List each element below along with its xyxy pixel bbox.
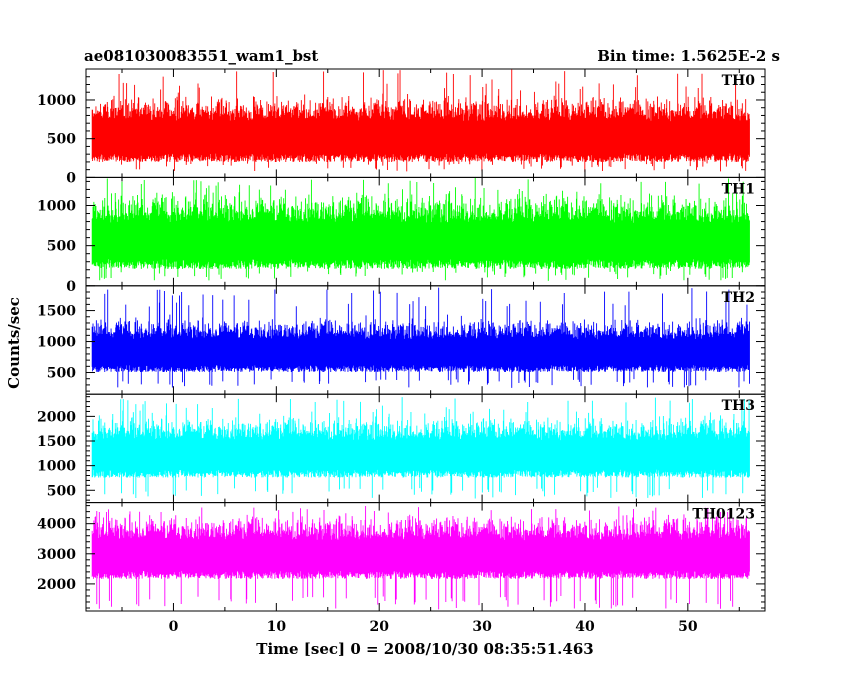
x-tick-label: 50: [678, 619, 698, 635]
y-tick-label: 500: [47, 366, 76, 382]
x-tick-label: 20: [369, 619, 389, 635]
y-tick-label: 1000: [37, 93, 76, 109]
channel-label-th0123: TH0123: [692, 507, 755, 523]
panel-th0123: 2000 3000 4000 TH0123: [37, 502, 766, 612]
y-tick-label: 0: [66, 279, 76, 295]
x-tick-label: 40: [575, 619, 595, 635]
channel-label-th3: TH3: [722, 398, 755, 414]
y-tick-label: 1000: [37, 335, 76, 351]
y-tick-label: 4000: [37, 517, 76, 533]
y-tick-label: 2000: [37, 409, 76, 425]
x-tick-label: 30: [472, 619, 492, 635]
x-tick-label: 10: [267, 619, 287, 635]
series-th1: [91, 177, 750, 281]
chart-title-right: Bin time: 1.5625E-2 s: [597, 47, 780, 65]
channel-label-th2: TH2: [722, 290, 755, 306]
panels-group: 0 500 1000 TH0 0 500 1000 TH1 500 1000 1500 TH2 500 1…: [37, 68, 766, 612]
x-tick-label: 0: [169, 619, 179, 635]
channel-label-th1: TH1: [722, 181, 755, 197]
chart-title-left: ae081030083551_wam1_bst: [84, 47, 318, 65]
y-axis-label: Counts/sec: [5, 297, 23, 389]
series-th0: [91, 69, 750, 172]
x-axis-label: Time [sec] 0 = 2008/10/30 08:35:51.463: [256, 640, 593, 658]
panel-th2: 500 1000 1500 TH2: [37, 285, 766, 395]
channel-label-th0: TH0: [722, 73, 756, 89]
y-tick-label: 2000: [37, 577, 76, 593]
y-tick-label: 500: [47, 239, 76, 255]
panel-th1: 0 500 1000 TH1: [37, 176, 766, 295]
x-axis-ticks: 0 10 20 30 40 50: [169, 619, 698, 635]
y-tick-label: 1500: [37, 304, 76, 320]
y-tick-label: 500: [47, 132, 76, 148]
series-th0123: [91, 506, 750, 610]
series-th2: [91, 287, 750, 388]
y-tick-label: 500: [47, 483, 76, 499]
y-tick-label: 3000: [37, 547, 76, 563]
series-th3: [91, 397, 750, 499]
panel-th3: 500 1000 1500 2000 TH3: [37, 393, 766, 504]
panel-th0: 0 500 1000 TH0: [37, 68, 766, 186]
y-tick-label: 0: [66, 170, 76, 186]
y-tick-label: 1000: [37, 199, 76, 215]
y-tick-label: 1500: [37, 434, 76, 450]
y-tick-label: 1000: [37, 459, 76, 475]
panel-frame-th0123: [85, 502, 766, 612]
